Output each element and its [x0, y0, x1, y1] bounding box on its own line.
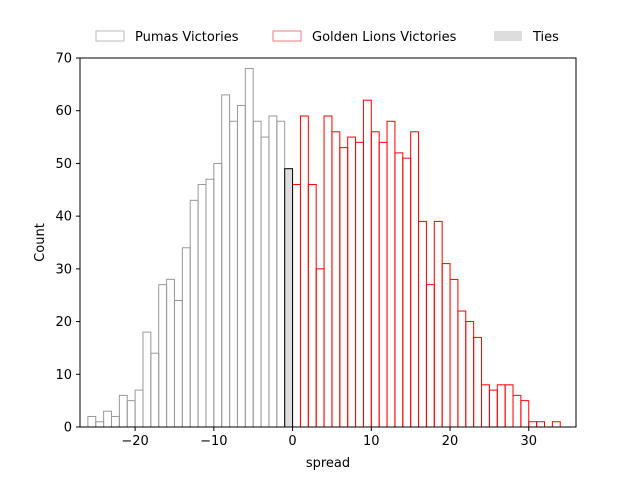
y-tick-label: 30	[55, 262, 72, 277]
bar-golden-lions-14	[402, 157, 412, 428]
bar-golden-lions-11	[378, 141, 388, 428]
bar-golden-lions-7	[347, 136, 357, 428]
bar-pumas-19	[236, 104, 246, 428]
x-tick-label: −10	[200, 434, 227, 449]
x-tick-label: 10	[363, 434, 380, 449]
bar-pumas-4	[118, 394, 128, 428]
histogram-bars	[87, 68, 561, 428]
bar-golden-lions-2	[307, 184, 317, 428]
bar-pumas-23	[268, 115, 278, 428]
bar-pumas-0	[87, 415, 97, 428]
x-axis-label: spread	[306, 456, 350, 471]
bar-pumas-3	[110, 415, 120, 428]
bar-golden-lions-17	[425, 284, 435, 428]
legend-golden-lions-swatch	[272, 30, 302, 42]
bar-golden-lions-10	[370, 131, 380, 428]
y-tick-label: 70	[55, 52, 72, 67]
bar-golden-lions-4	[323, 115, 333, 428]
bar-golden-lions-0	[292, 184, 301, 428]
bar-golden-lions-30	[528, 421, 538, 428]
bar-golden-lions-18	[433, 220, 443, 428]
bar-pumas-11	[173, 299, 183, 428]
bar-golden-lions-5	[331, 131, 341, 428]
bar-pumas-7	[142, 331, 152, 428]
legend-pumas-label: Pumas Victories	[135, 30, 239, 45]
bar-pumas-6	[134, 389, 144, 428]
bar-pumas-17	[221, 94, 231, 428]
bar-golden-lions-21	[457, 310, 467, 428]
bar-golden-lions-25	[488, 389, 498, 428]
plot-frame	[79, 57, 577, 428]
y-axis-label: Count	[33, 223, 48, 262]
y-tick-label: 60	[55, 104, 72, 119]
bar-ties-0	[284, 168, 294, 428]
legend: Pumas Victories Golden Lions Victories Tie…	[95, 30, 559, 45]
x-tick-label: 30	[520, 434, 537, 449]
legend-ties-label: Ties	[532, 30, 559, 45]
bar-golden-lions-33	[551, 421, 561, 428]
bar-golden-lions-26	[496, 384, 506, 428]
x-axis-ticks: −20 −10 0 10 20 30	[121, 427, 537, 449]
bar-pumas-20	[244, 68, 254, 428]
bar-golden-lions-27	[504, 384, 514, 428]
bar-pumas-13	[189, 199, 199, 428]
legend-ties-swatch	[494, 31, 522, 41]
bar-pumas-1	[95, 421, 105, 428]
bar-golden-lions-1	[299, 115, 309, 428]
y-tick-label: 40	[55, 210, 72, 225]
bar-pumas-5	[126, 400, 136, 428]
bar-golden-lions-29	[520, 400, 530, 428]
bar-golden-lions-19	[441, 263, 451, 428]
bar-golden-lions-28	[512, 394, 522, 428]
bar-pumas-10	[166, 278, 175, 428]
bar-golden-lions-8	[355, 141, 364, 428]
bar-golden-lions-12	[386, 120, 396, 428]
bar-golden-lions-15	[410, 131, 420, 428]
bar-pumas-12	[181, 247, 191, 428]
legend-golden-lions-label: Golden Lions Victories	[312, 30, 457, 45]
bar-golden-lions-6	[339, 147, 349, 428]
bar-pumas-9	[158, 284, 168, 428]
bar-pumas-14	[197, 184, 207, 428]
bar-pumas-15	[205, 178, 215, 428]
x-tick-label: 0	[288, 434, 296, 449]
y-tick-label: 50	[55, 157, 72, 172]
bar-golden-lions-31	[536, 421, 546, 428]
legend-pumas-swatch	[95, 30, 125, 42]
bar-golden-lions-16	[418, 220, 427, 428]
y-tick-label: 10	[55, 368, 72, 383]
bar-pumas-22	[260, 136, 270, 428]
bar-golden-lions-22	[465, 321, 475, 428]
x-tick-label: −20	[121, 434, 148, 449]
bar-golden-lions-9	[362, 99, 372, 428]
bar-golden-lions-20	[449, 278, 459, 428]
bar-golden-lions-3	[315, 268, 325, 428]
bar-pumas-8	[150, 352, 160, 428]
bar-golden-lions-23	[473, 336, 483, 428]
bar-pumas-2	[103, 410, 112, 428]
bar-golden-lions-13	[394, 152, 404, 428]
y-tick-label: 20	[55, 315, 72, 330]
y-tick-label: 0	[64, 421, 72, 436]
bar-golden-lions-24	[481, 384, 490, 428]
bar-pumas-18	[229, 120, 238, 428]
bar-pumas-21	[252, 120, 262, 428]
x-tick-label: 20	[442, 434, 459, 449]
y-axis-ticks: 0 10 20 30 40 50 60 70	[55, 52, 80, 436]
bar-pumas-16	[213, 162, 223, 428]
bar-pumas-24	[276, 120, 286, 428]
